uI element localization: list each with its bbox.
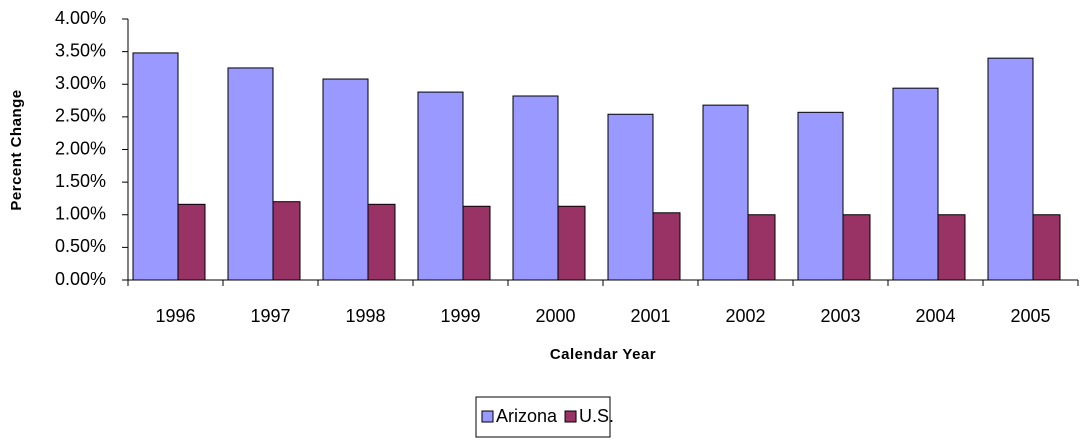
bar: [797, 111, 844, 281]
bar: [842, 214, 871, 281]
x-tick-label: 1996: [155, 306, 195, 326]
y-tick-label: 2.50%: [55, 106, 106, 126]
bar: [652, 212, 681, 281]
bar: [227, 67, 274, 281]
bar: [367, 203, 396, 281]
bar: [132, 52, 179, 281]
y-tick-label: 4.00%: [55, 8, 106, 28]
bar: [937, 214, 966, 281]
y-tick-label: 2.00%: [55, 138, 106, 158]
y-tick-label: 1.00%: [55, 204, 106, 224]
bar: [417, 91, 464, 281]
x-tick-label: 2004: [915, 306, 955, 326]
bar: [892, 87, 939, 281]
y-tick-label: 3.50%: [55, 40, 106, 60]
x-tick-label: 2003: [820, 306, 860, 326]
x-axis-title: Calendar Year: [550, 346, 656, 363]
bar: [987, 57, 1034, 281]
x-tick-label: 2005: [1010, 306, 1050, 326]
x-tick-label: 1998: [345, 306, 385, 326]
bar: [702, 104, 749, 281]
y-axis-title: Percent Change: [8, 89, 25, 210]
x-tick-label: 1997: [250, 306, 290, 326]
legend-label: U.S.: [579, 406, 614, 426]
legend-swatch: [481, 410, 494, 423]
bar: [322, 78, 369, 281]
x-tick-label: 1999: [440, 306, 480, 326]
bar: [557, 205, 586, 281]
legend-box: [475, 396, 611, 438]
y-tick-label: 0.00%: [55, 269, 106, 289]
bar: [272, 201, 301, 281]
bar: [1032, 214, 1061, 281]
bar: [747, 214, 776, 281]
y-tick-label: 0.50%: [55, 236, 106, 256]
y-tick-label: 3.00%: [55, 73, 106, 93]
bar: [607, 113, 654, 281]
x-tick-label: 2000: [535, 306, 575, 326]
bar: [177, 203, 206, 281]
bar: [462, 205, 491, 281]
y-tick-label: 1.50%: [55, 171, 106, 191]
x-tick-label: 2002: [725, 306, 765, 326]
x-tick-label: 2001: [630, 306, 670, 326]
legend-label: Arizona: [496, 406, 558, 426]
bar: [512, 95, 559, 281]
legend-swatch: [564, 410, 577, 423]
